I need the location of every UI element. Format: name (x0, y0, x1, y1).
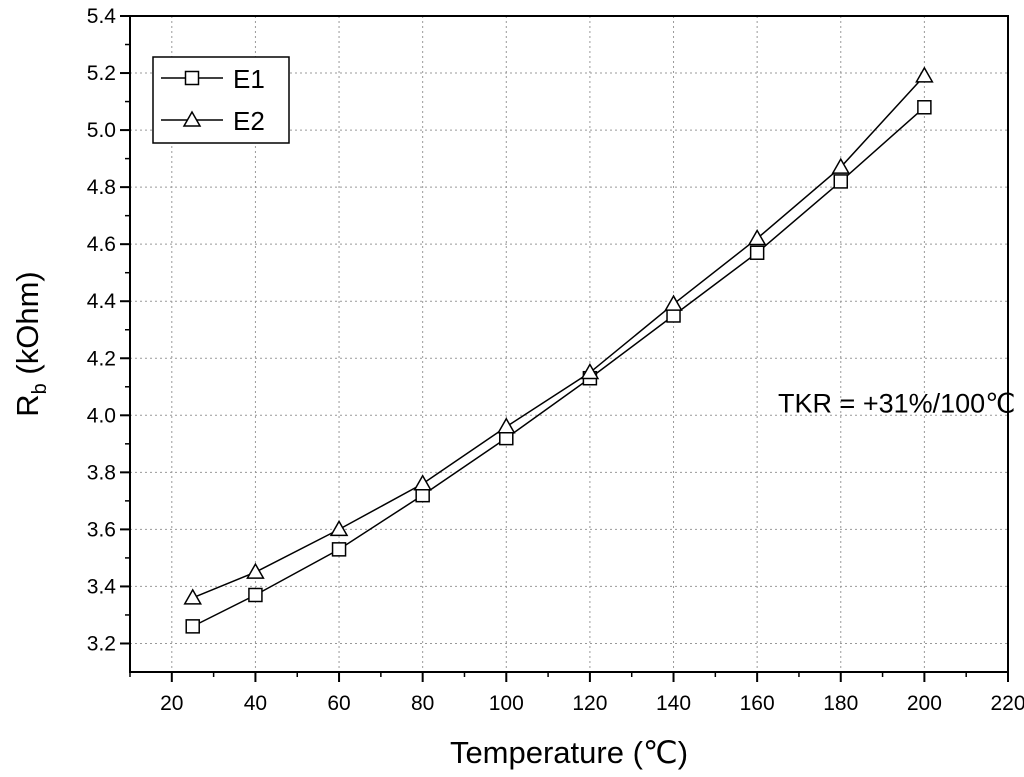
legend-label: E2 (233, 106, 265, 136)
y-tick-label: 4.4 (87, 290, 117, 313)
x-tick-label: 160 (740, 692, 775, 715)
x-tick-label: 80 (411, 692, 434, 715)
y-axis-title-subscript: b (29, 383, 51, 394)
x-axis-title: Temperature (℃) (450, 735, 688, 770)
y-tick-label: 4.6 (87, 233, 116, 256)
y-tick-label: 5.0 (87, 119, 116, 142)
legend-marker (182, 110, 202, 127)
data-point-e2 (747, 228, 767, 246)
tkr-annotation: TKR = +31%/100℃ (778, 388, 1015, 418)
series-line-e1 (192, 106, 925, 628)
legend-label: E1 (233, 64, 265, 94)
y-axis-title-main: R (10, 394, 45, 416)
x-tick-label: 100 (489, 692, 524, 715)
data-point-e2 (329, 519, 349, 537)
series-lines (192, 75, 925, 628)
data-point-e1 (499, 430, 514, 446)
legend-entry-e2: E2 (161, 106, 265, 136)
data-point-e2 (413, 474, 432, 491)
y-tick-label: 3.4 (87, 575, 117, 598)
data-point-e1 (666, 308, 681, 323)
data-point-e2 (580, 363, 600, 380)
y-tick-label: 3.8 (87, 461, 116, 484)
axis-ticks (120, 15, 1009, 682)
data-point-e1 (248, 587, 263, 603)
data-point-e2 (915, 66, 934, 83)
y-tick-label: 4.2 (87, 347, 116, 370)
y-tick-label: 4.8 (87, 176, 116, 199)
y-tick-label: 3.2 (87, 632, 116, 655)
series-markers (183, 66, 934, 634)
data-point-e1 (415, 487, 430, 503)
y-axis-title: Rb (kOhm) (10, 271, 51, 416)
data-point-e2 (831, 157, 851, 174)
data-point-e1 (185, 619, 200, 634)
legend-marker (184, 70, 200, 86)
y-tick-label: 4.0 (87, 404, 116, 427)
tick-labels: 20 40 60 80 100 120 140 160 180 200 220 3.2 3.4 3.6 3.… (87, 5, 1024, 715)
data-point-e1 (917, 100, 932, 115)
data-point-e1 (833, 174, 849, 189)
plot-frame (129, 15, 1009, 673)
series-line-e2 (192, 75, 925, 599)
x-tick-label: 120 (572, 692, 607, 715)
x-tick-label: 200 (907, 692, 942, 715)
data-point-e1 (331, 542, 347, 557)
y-tick-label: 5.2 (87, 62, 116, 85)
x-tick-label: 60 (327, 692, 350, 715)
x-tick-label: 40 (244, 692, 267, 715)
x-tick-label: 140 (656, 692, 691, 715)
data-point-e2 (246, 562, 265, 579)
x-tick-label: 220 (990, 692, 1024, 715)
data-point-e1 (749, 245, 765, 260)
x-tick-label: 20 (160, 692, 183, 715)
y-axis-title-unit: (kOhm) (10, 271, 45, 383)
x-tick-label: 180 (823, 692, 858, 715)
data-point-e2 (496, 417, 516, 434)
y-tick-label: 5.4 (87, 5, 117, 28)
y-tick-label: 3.6 (87, 518, 116, 541)
data-point-e2 (664, 294, 683, 311)
legend-entry-e1: E1 (161, 64, 265, 94)
legend-box (152, 56, 290, 144)
data-point-e2 (183, 588, 203, 605)
